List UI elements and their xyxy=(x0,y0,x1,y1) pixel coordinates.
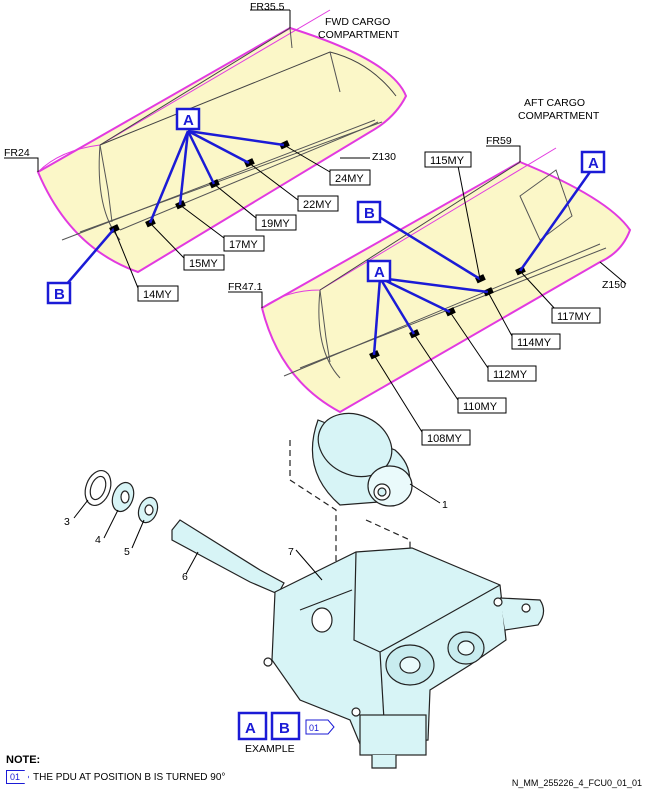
fwd-position-labels: 24MY 22MY 19MY 17MY 15MY 14MY xyxy=(137,169,371,302)
note-line: 01 THE PDU AT POSITION B IS TURNED 90° xyxy=(6,770,225,784)
aft-callout-a-right: A xyxy=(588,155,599,172)
part-1: 1 xyxy=(442,499,448,511)
fwd-label-24: 24MY xyxy=(335,173,364,185)
aft-label-112: 112MY xyxy=(493,369,528,381)
aft-label-114: 114MY xyxy=(517,337,552,349)
aft-frame-top: FR59 xyxy=(486,135,512,147)
shaft-part-6 xyxy=(171,519,285,595)
aft-callout-lines xyxy=(372,171,592,356)
fwd-label-14: 14MY xyxy=(143,289,172,301)
reference-code: N_MM_255226_4_FCU0_01_01 xyxy=(511,778,642,788)
frame-labels: FR35.5 FR24 Z130 FWD CARGO COMPARTMENT F… xyxy=(4,1,626,293)
fwd-label-17: 17MY xyxy=(229,239,258,251)
pdu-exploded-view xyxy=(84,412,545,769)
aft-title-line1: AFT CARGO xyxy=(524,97,585,109)
housing-part-7 xyxy=(271,547,507,745)
aft-zone: Z150 xyxy=(602,279,626,291)
part-7: 7 xyxy=(288,546,294,558)
fwd-frame-left: FR24 xyxy=(4,147,30,159)
note-text: THE PDU AT POSITION B IS TURNED 90° xyxy=(33,771,226,783)
fwd-callout-b: B xyxy=(54,286,65,303)
legend-a: A xyxy=(245,720,256,737)
fwd-zone: Z130 xyxy=(372,151,396,163)
fwd-frame-top: FR35.5 xyxy=(250,1,285,13)
fwd-label-19: 19MY xyxy=(261,218,290,230)
part-numbers: 1 3 4 5 6 7 xyxy=(64,499,448,583)
aft-label-108: 108MY xyxy=(427,433,463,445)
aft-cargo-compartment xyxy=(260,147,632,414)
aft-frame-left: FR47.1 xyxy=(228,281,263,293)
aft-title-line2: COMPARTMENT xyxy=(518,110,600,122)
aft-callout-a-left: A xyxy=(374,264,385,281)
callout-boxes: A B B A A xyxy=(46,107,606,305)
aft-label-117: 117MY xyxy=(557,311,592,323)
fwd-callout-lines xyxy=(65,129,285,286)
fwd-label-22: 22MY xyxy=(303,199,332,211)
fwd-inner-curve xyxy=(98,144,121,241)
fwd-title-line2: COMPARTMENT xyxy=(318,29,400,41)
part-4: 4 xyxy=(95,534,101,546)
aft-label-115: 115MY xyxy=(430,155,465,167)
fwd-title-line1: FWD CARGO xyxy=(325,16,390,28)
aft-label-110: 110MY xyxy=(463,401,498,413)
note-tag: 01 xyxy=(6,770,30,784)
part-6: 6 xyxy=(182,571,188,583)
legend-b: B xyxy=(279,720,290,737)
fwd-callout-a: A xyxy=(183,112,194,129)
part-leaders xyxy=(73,483,441,581)
part-5: 5 xyxy=(124,546,130,558)
legend-caption: EXAMPLE xyxy=(245,743,295,755)
fwd-cargo-compartment xyxy=(36,9,408,274)
legend-tag: 01 xyxy=(309,723,319,733)
note-title: NOTE: xyxy=(6,754,41,766)
aft-position-labels: 115MY 117MY 114MY 112MY 110MY 108MY xyxy=(421,151,601,446)
fwd-top-seam xyxy=(99,27,291,146)
part-3: 3 xyxy=(64,516,70,528)
fwd-label-15: 15MY xyxy=(189,258,218,270)
aft-callout-b: B xyxy=(364,205,375,222)
legend-example: A B 01 EXAMPLE xyxy=(237,711,335,755)
